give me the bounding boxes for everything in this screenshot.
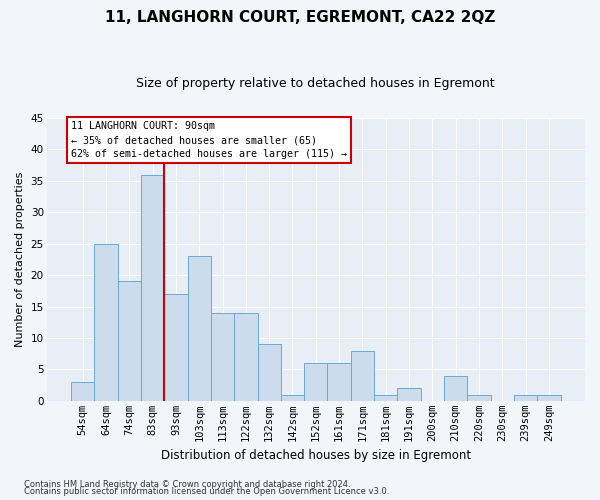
Bar xyxy=(281,394,304,401)
Bar xyxy=(328,363,351,401)
Bar xyxy=(537,394,560,401)
Title: Size of property relative to detached houses in Egremont: Size of property relative to detached ho… xyxy=(136,78,495,90)
Text: 11 LANGHORN COURT: 90sqm
← 35% of detached houses are smaller (65)
62% of semi-d: 11 LANGHORN COURT: 90sqm ← 35% of detach… xyxy=(71,121,347,159)
Bar xyxy=(397,388,421,401)
Bar xyxy=(188,256,211,401)
Bar xyxy=(94,244,118,401)
Bar xyxy=(141,174,164,401)
Y-axis label: Number of detached properties: Number of detached properties xyxy=(15,172,25,347)
Bar xyxy=(304,363,328,401)
Bar xyxy=(234,313,257,401)
Bar xyxy=(467,394,491,401)
Bar xyxy=(211,313,234,401)
Bar xyxy=(374,394,397,401)
Bar xyxy=(118,282,141,401)
X-axis label: Distribution of detached houses by size in Egremont: Distribution of detached houses by size … xyxy=(161,450,471,462)
Bar xyxy=(257,344,281,401)
Bar xyxy=(351,350,374,401)
Bar xyxy=(444,376,467,401)
Bar xyxy=(514,394,537,401)
Text: Contains public sector information licensed under the Open Government Licence v3: Contains public sector information licen… xyxy=(24,488,389,496)
Bar xyxy=(164,294,188,401)
Text: Contains HM Land Registry data © Crown copyright and database right 2024.: Contains HM Land Registry data © Crown c… xyxy=(24,480,350,489)
Text: 11, LANGHORN COURT, EGREMONT, CA22 2QZ: 11, LANGHORN COURT, EGREMONT, CA22 2QZ xyxy=(105,10,495,25)
Bar xyxy=(71,382,94,401)
